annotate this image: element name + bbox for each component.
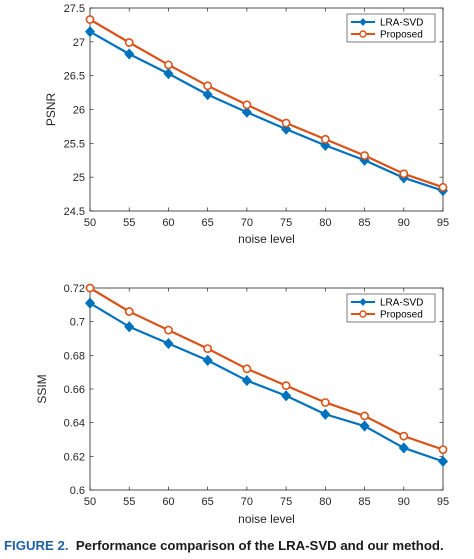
x-tick-label: 90 xyxy=(398,496,410,508)
x-tick-label: 85 xyxy=(358,496,370,508)
data-point-circle xyxy=(320,134,330,144)
data-point-diamond xyxy=(163,337,174,350)
data-point-circle xyxy=(281,118,291,128)
data-point-diamond xyxy=(124,48,135,60)
data-point-diamond xyxy=(398,442,409,454)
series-line-proposed xyxy=(89,18,444,189)
data-point-diamond xyxy=(163,68,174,80)
data-point-diamond xyxy=(124,321,135,333)
data-point-diamond xyxy=(84,26,96,38)
x-tick-label: 55 xyxy=(123,496,135,508)
data-point-circle xyxy=(399,169,409,179)
y-tick-label: 0.68 xyxy=(64,350,85,362)
y-axis-label: PSNR xyxy=(44,92,58,126)
data-point-circle xyxy=(242,100,252,110)
x-tick-label: 80 xyxy=(319,496,331,508)
data-point-circle xyxy=(281,381,291,391)
data-point-circle xyxy=(360,411,369,421)
legend-marker-diamond xyxy=(359,18,367,26)
y-tick-label: 0.6 xyxy=(70,485,85,497)
x-tick-label: 75 xyxy=(280,217,292,229)
data-point-diamond xyxy=(84,297,96,309)
y-tick-label: 0.64 xyxy=(64,418,85,430)
x-tick-label: 80 xyxy=(319,217,331,229)
legend-label: Proposed xyxy=(380,30,423,41)
x-tick-label: 65 xyxy=(202,217,214,229)
series-line-lra-svd xyxy=(89,302,444,463)
y-tick-label: 25 xyxy=(73,172,85,184)
series-line-lra-svd xyxy=(89,30,444,192)
legend-marker-diamond xyxy=(359,298,367,306)
data-point-diamond xyxy=(359,420,370,432)
data-point-circle xyxy=(320,398,330,407)
x-tick-label: 65 xyxy=(202,496,214,508)
data-point-diamond xyxy=(202,89,213,101)
series-line-proposed xyxy=(89,287,444,451)
data-point-circle xyxy=(124,307,134,316)
x-tick-label: 95 xyxy=(437,217,449,229)
x-tick-label: 95 xyxy=(437,496,449,508)
y-tick-label: 27 xyxy=(73,37,85,49)
x-tick-label: 55 xyxy=(123,217,135,229)
caption-label: FIGURE 2. xyxy=(4,538,69,553)
data-point-diamond xyxy=(241,374,252,387)
y-tick-label: 25.5 xyxy=(64,138,85,150)
y-tick-label: 24.5 xyxy=(64,206,85,218)
legend-label: LRA-SVD xyxy=(380,298,423,309)
y-tick-label: 0.62 xyxy=(64,451,85,463)
data-point-circle xyxy=(85,283,95,293)
legend-marker-circle xyxy=(359,310,367,318)
legend-label: LRA-SVD xyxy=(380,18,423,29)
x-tick-label: 85 xyxy=(358,217,370,229)
data-point-circle xyxy=(438,445,448,454)
y-tick-label: 26.5 xyxy=(64,71,85,83)
x-axis-label: noise level xyxy=(238,232,295,246)
x-tick-label: 70 xyxy=(241,217,253,229)
data-point-circle xyxy=(242,364,252,374)
figure-caption: FIGURE 2. Performance comparison of the … xyxy=(4,538,474,553)
x-tick-label: 50 xyxy=(84,217,96,229)
x-tick-label: 90 xyxy=(398,217,410,229)
data-point-circle xyxy=(360,151,369,160)
y-tick-label: 27.5 xyxy=(64,3,85,15)
legend-marker-circle xyxy=(359,30,367,38)
data-point-circle xyxy=(164,325,173,335)
data-point-diamond xyxy=(281,390,292,402)
data-point-circle xyxy=(85,15,95,24)
data-point-diamond xyxy=(320,408,331,420)
x-axis-label: noise level xyxy=(238,512,295,526)
x-tick-label: 60 xyxy=(162,496,174,508)
data-point-diamond xyxy=(241,106,252,118)
data-point-circle xyxy=(203,81,213,91)
x-tick-label: 75 xyxy=(280,496,292,508)
psnr-chart: 50 55 60 65 70 75 80 85 90 95 24.5 25 25.5 26 26.5 27 27… xyxy=(44,3,449,246)
legend-label: Proposed xyxy=(380,310,423,321)
x-tick-label: 60 xyxy=(162,217,174,229)
y-axis-label: SSIM xyxy=(35,374,49,403)
caption-text: Performance comparison of the LRA-SVD an… xyxy=(75,538,444,553)
data-point-circle xyxy=(399,431,409,441)
data-point-circle xyxy=(438,182,448,192)
data-point-circle xyxy=(124,38,134,47)
y-tick-label: 26 xyxy=(73,105,85,117)
data-point-circle xyxy=(164,60,173,70)
data-point-diamond xyxy=(437,455,449,467)
x-tick-label: 50 xyxy=(84,496,96,508)
ssim-chart: 50 55 60 65 70 75 80 85 90 95 0.6 0.62 0.64 0.66 0.68 0… xyxy=(35,283,449,526)
x-tick-label: 70 xyxy=(241,496,253,508)
y-tick-label: 0.66 xyxy=(64,384,85,396)
data-point-diamond xyxy=(202,354,213,366)
y-tick-label: 0.7 xyxy=(70,317,85,329)
data-point-circle xyxy=(203,344,213,353)
y-tick-label: 0.72 xyxy=(64,283,85,295)
